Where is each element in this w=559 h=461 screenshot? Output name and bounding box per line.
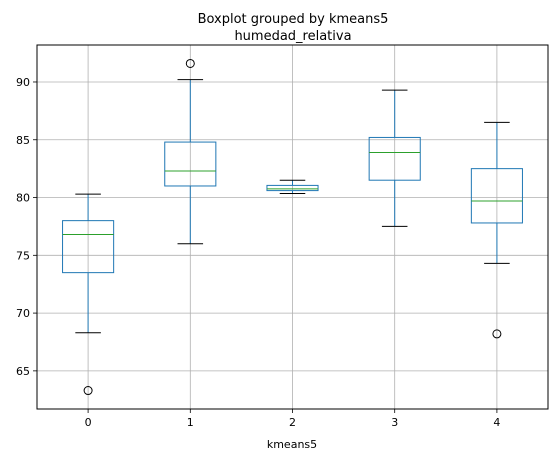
- boxes: [62, 58, 523, 396]
- y-tick-label: 90: [16, 76, 30, 89]
- box-group: [164, 58, 217, 245]
- box: [470, 168, 523, 224]
- chart-subtitle: humedad_relativa: [234, 29, 351, 44]
- box: [266, 184, 319, 192]
- x-tick-label: 3: [391, 416, 398, 429]
- box: [62, 220, 115, 274]
- outlier-point: [83, 386, 93, 396]
- box: [368, 136, 421, 181]
- box-group: [266, 179, 319, 194]
- x-tick-label: 2: [289, 416, 296, 429]
- grid: [37, 45, 548, 409]
- x-axis-label: kmeans5: [267, 438, 317, 451]
- x-tick-label: 0: [85, 416, 92, 429]
- outlier-point: [492, 329, 502, 339]
- box-group: [470, 121, 523, 339]
- x-tick-label: 1: [187, 416, 194, 429]
- y-tick-label: 65: [16, 365, 30, 378]
- y-tick-label: 80: [16, 192, 30, 205]
- box: [164, 141, 217, 187]
- chart-title: Boxplot grouped by kmeans5: [198, 12, 389, 27]
- box-group: [62, 193, 115, 396]
- y-tick-label: 85: [16, 134, 30, 147]
- outlier-point: [185, 58, 195, 68]
- box-group: [368, 89, 421, 227]
- x-tick-label: 4: [493, 416, 500, 429]
- y-tick-label: 75: [16, 249, 30, 262]
- y-tick-label: 70: [16, 307, 30, 320]
- ticks: 65 70 75 80 85 90 0 1 2 3 4: [16, 76, 500, 429]
